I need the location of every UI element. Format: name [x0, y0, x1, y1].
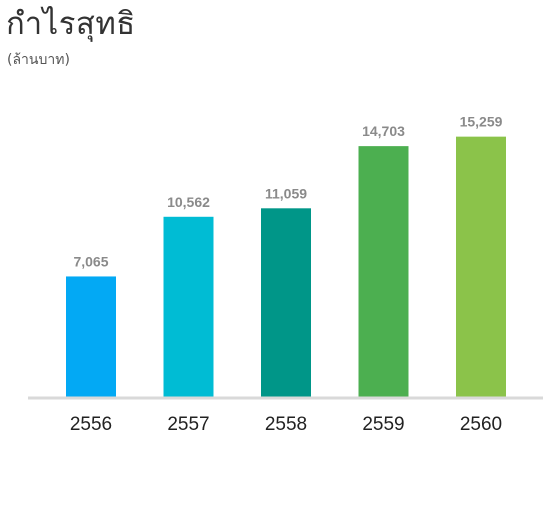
bar-2556	[66, 276, 116, 397]
category-label-2556: 2556	[70, 414, 112, 435]
value-label-2558: 11,059	[265, 185, 307, 201]
category-label-2558: 2558	[265, 414, 307, 435]
bar-2557	[163, 216, 214, 397]
bars-layer	[66, 136, 506, 397]
chart-title: กำไรสุทธิ	[6, 6, 136, 42]
bar-2559	[358, 146, 409, 397]
category-label-2557: 2557	[167, 414, 209, 435]
value-label-2559: 14,703	[362, 123, 405, 139]
bar-2558	[261, 208, 311, 397]
category-label-2559: 2559	[362, 414, 404, 435]
value-label-2557: 10,562	[167, 194, 210, 210]
bar-2560	[456, 136, 506, 397]
labels-layer: 7,065 2556 10,562 2557 11,059 2558 14,703 2559 1…	[70, 114, 503, 435]
value-label-2560: 15,259	[460, 114, 503, 130]
category-label-2560: 2560	[460, 414, 502, 435]
value-label-2556: 7,065	[73, 253, 108, 269]
chart-subtitle: (ล้านบาท)	[7, 52, 70, 68]
